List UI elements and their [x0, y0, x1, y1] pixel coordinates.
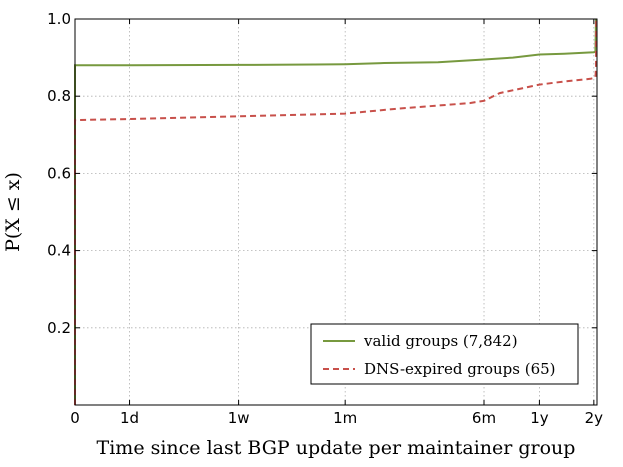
y-tick-label: 0.4	[47, 242, 71, 260]
y-tick-label: 1.0	[47, 10, 71, 28]
legend-label-2: DNS-expired groups (65)	[364, 360, 556, 378]
x-tick-label: 1m	[333, 409, 357, 427]
plot-frame	[74, 18, 598, 406]
x-tick-label: 1w	[228, 409, 250, 427]
tick-labels: 0.2 0.4 0.6 0.8 1.0 0 1d 1w 1m 6m 1y 2y	[47, 10, 603, 427]
legend: valid groups (7,842) DNS-expired groups (…	[310, 323, 579, 385]
x-tick-label: 1y	[530, 409, 549, 427]
x-tick-label: 1d	[120, 409, 139, 427]
x-axis-title: Time since last BGP update per maintaine…	[97, 437, 576, 459]
x-tick-label: 0	[70, 409, 80, 427]
legend-label-1: valid groups (7,842)	[363, 332, 518, 350]
y-axis-title: P(X ≤ x)	[2, 172, 24, 252]
y-tick-label: 0.6	[47, 164, 71, 182]
series-lines	[74, 18, 598, 405]
series-line-2	[74, 18, 598, 405]
legend-box	[310, 323, 579, 385]
tick-marks	[74, 18, 597, 405]
series-line-1	[74, 18, 597, 405]
x-tick-label: 2y	[585, 409, 604, 427]
y-tick-label: 0.2	[47, 319, 71, 337]
y-tick-label: 0.8	[47, 87, 71, 105]
x-tick-label: 6m	[472, 409, 496, 427]
